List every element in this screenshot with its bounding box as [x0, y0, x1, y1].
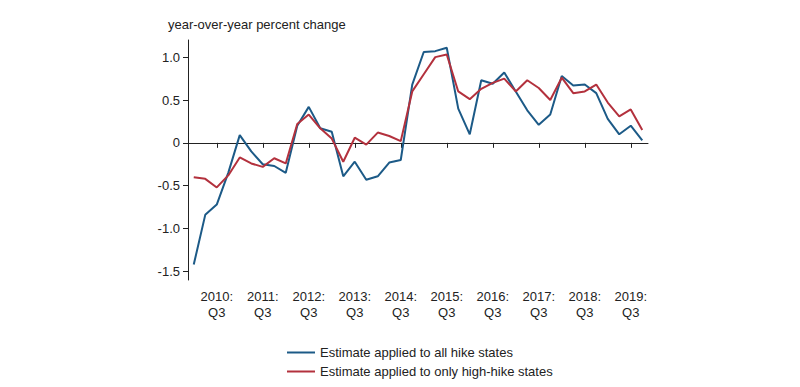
svg-text:-1.5: -1.5	[158, 264, 180, 279]
svg-text:2015:: 2015:	[430, 289, 463, 304]
svg-text:Q3: Q3	[254, 305, 271, 320]
svg-text:Q3: Q3	[392, 305, 409, 320]
svg-text:Q3: Q3	[622, 305, 639, 320]
svg-text:Q3: Q3	[530, 305, 547, 320]
svg-text:Q3: Q3	[346, 305, 363, 320]
svg-text:0: 0	[173, 135, 180, 150]
svg-text:0.5: 0.5	[162, 93, 180, 108]
svg-text:2013:: 2013:	[338, 289, 371, 304]
svg-text:2011:: 2011:	[247, 289, 279, 304]
svg-text:1.0: 1.0	[162, 50, 180, 65]
svg-text:-1.0: -1.0	[158, 221, 180, 236]
svg-text:2018:: 2018:	[568, 289, 601, 304]
svg-text:Q3: Q3	[300, 305, 317, 320]
svg-text:2010:: 2010:	[200, 289, 233, 304]
svg-text:2017:: 2017:	[522, 289, 555, 304]
svg-text:Q3: Q3	[484, 305, 501, 320]
svg-text:2016:: 2016:	[476, 289, 509, 304]
svg-text:-0.5: -0.5	[158, 178, 180, 193]
svg-text:Q3: Q3	[576, 305, 593, 320]
svg-text:Estimate applied to all hike s: Estimate applied to all hike states	[320, 345, 513, 360]
svg-text:Estimate applied to only high-: Estimate applied to only high-hike state…	[320, 364, 553, 379]
svg-text:year-over-year percent change: year-over-year percent change	[168, 17, 346, 32]
svg-text:2014:: 2014:	[384, 289, 417, 304]
svg-text:Q3: Q3	[208, 305, 225, 320]
svg-text:2019:: 2019:	[614, 289, 647, 304]
svg-text:2012:: 2012:	[292, 289, 325, 304]
svg-text:Q3: Q3	[438, 305, 455, 320]
